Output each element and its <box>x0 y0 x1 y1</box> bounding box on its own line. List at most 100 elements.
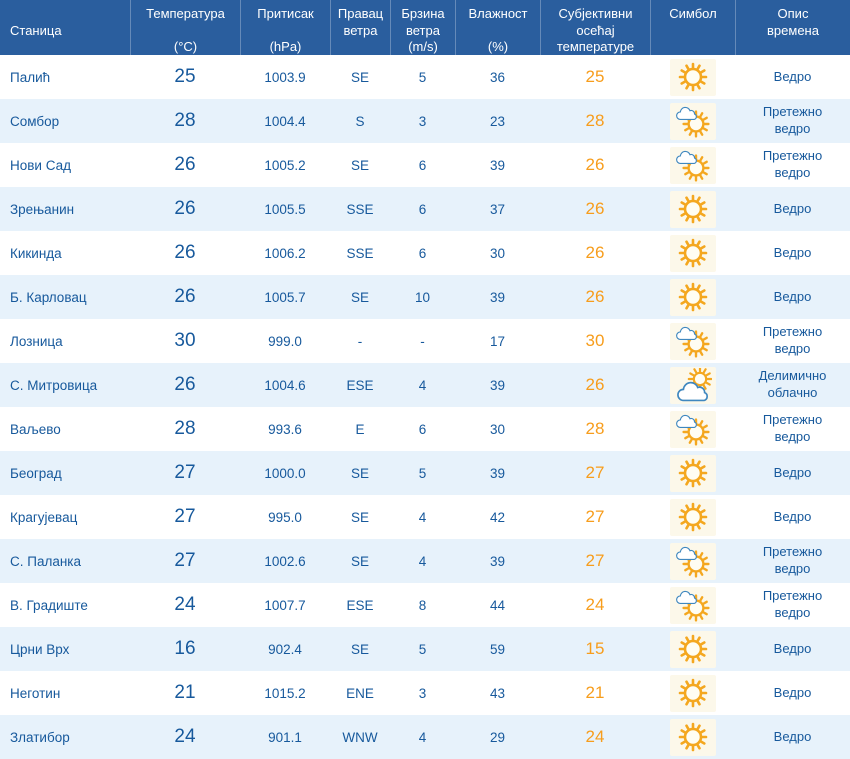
table-row: Лозница 30 999.0 - - 17 30 Претежно ведро <box>0 319 850 363</box>
header-label-line: времена <box>767 22 819 38</box>
header-label-line: (m/s) <box>408 39 438 55</box>
header-label-line: (%) <box>487 39 509 55</box>
weather-description: Ведро <box>773 640 812 656</box>
sun-small-cloud-icon <box>669 102 716 140</box>
station-name: Крагујевац <box>10 509 78 525</box>
wind-direction-value: E <box>355 421 365 437</box>
station-name: С. Паланка <box>10 553 82 569</box>
cloud-sun-icon <box>669 366 716 404</box>
weather-symbol-cell <box>650 102 735 140</box>
weather-symbol-cell <box>650 58 735 96</box>
wind-direction-value: SE <box>350 465 369 481</box>
temperature-value: 24 <box>174 594 196 615</box>
humidity-value: 39 <box>489 553 506 569</box>
station-name: Нови Сад <box>10 157 72 173</box>
wind-speed-value: 5 <box>418 641 427 657</box>
sun-icon <box>669 190 716 228</box>
sun-small-cloud-icon <box>669 586 716 624</box>
sun-icon <box>669 674 716 712</box>
weather-symbol-cell <box>650 410 735 448</box>
sun-icon <box>669 498 716 536</box>
wind-direction-value: S <box>355 113 365 129</box>
pressure-value: 1002.6 <box>264 553 306 569</box>
pressure-value: 1007.7 <box>264 597 306 613</box>
table-row: Златибор 24 901.1 WNW 4 29 24 Ведро <box>0 715 850 759</box>
pressure-value: 1005.7 <box>264 289 306 305</box>
table-row: С. Паланка 27 1002.6 SE 4 39 27 Претежно ведро <box>0 539 850 583</box>
temperature-value: 26 <box>174 242 196 263</box>
wind-speed-value: 5 <box>418 465 427 481</box>
pressure-value: 1004.6 <box>264 377 306 393</box>
wind-speed-value: 6 <box>418 201 427 217</box>
station-name: С. Митровица <box>10 377 98 393</box>
weather-description: Претежно ведро <box>762 544 823 576</box>
header-label-line: Опис <box>777 6 809 21</box>
humidity-value: 39 <box>489 465 506 481</box>
feels-like-value: 28 <box>585 111 605 130</box>
temperature-value: 26 <box>174 286 196 307</box>
table-row: Црни Врх 16 902.4 SE 5 59 15 Ведро <box>0 627 850 671</box>
pressure-value: 1015.2 <box>264 685 306 701</box>
wind-direction-value: - <box>357 333 363 349</box>
weather-description: Ведро <box>773 464 812 480</box>
feels-like-value: 26 <box>585 155 605 174</box>
wind-direction-value: ENE <box>346 685 374 701</box>
column-header-humidity: Влажност (%) <box>455 0 540 62</box>
station-name: В. Градиште <box>10 597 88 613</box>
table-row: Неготин 21 1015.2 ENE 3 43 21 Ведро <box>0 671 850 715</box>
table-row: С. Митровица 26 1004.6 ESE 4 39 26 Делимично об… <box>0 363 850 407</box>
station-name: Лозница <box>10 333 63 349</box>
header-label-line: осећај <box>576 22 615 38</box>
sun-icon <box>669 58 716 96</box>
column-header-wind-dir: Правац ветра <box>330 0 390 62</box>
pressure-value: 1006.2 <box>264 245 306 261</box>
wind-speed-value: 6 <box>418 421 427 437</box>
station-name: Црни Врх <box>10 641 70 657</box>
temperature-value: 30 <box>174 330 196 351</box>
header-label-line: (°C) <box>173 39 198 55</box>
humidity-value: 44 <box>489 597 506 613</box>
feels-like-value: 27 <box>585 551 605 570</box>
station-name: Б. Карловац <box>10 289 87 305</box>
temperature-value: 26 <box>174 374 196 395</box>
column-header-pressure: Притисак (hPa) <box>240 0 330 62</box>
station-name: Ваљево <box>10 421 61 437</box>
humidity-value: 30 <box>489 245 506 261</box>
feels-like-value: 30 <box>585 331 605 350</box>
humidity-value: 39 <box>489 289 506 305</box>
humidity-value: 36 <box>489 69 506 85</box>
temperature-value: 26 <box>174 198 196 219</box>
pressure-value: 1004.4 <box>264 113 306 129</box>
weather-symbol-cell <box>650 542 735 580</box>
wind-direction-value: SSE <box>346 201 374 217</box>
weather-description: Ведро <box>773 244 812 260</box>
wind-direction-value: WNW <box>342 729 378 745</box>
feels-like-value: 21 <box>585 683 605 702</box>
weather-symbol-cell <box>650 278 735 316</box>
header-label-line: Станица <box>10 22 62 38</box>
temperature-value: 16 <box>174 638 196 659</box>
station-name: Кикинда <box>10 245 62 261</box>
sun-icon <box>669 234 716 272</box>
feels-like-value: 15 <box>585 639 605 658</box>
humidity-value: 39 <box>489 377 506 393</box>
column-header-feels: Субјективни осећај температуре <box>540 0 650 62</box>
weather-description: Претежно ведро <box>762 324 823 356</box>
column-header-symbol: Симбол <box>650 0 735 62</box>
wind-direction-value: SE <box>350 289 369 305</box>
pressure-value: 902.4 <box>268 641 302 657</box>
wind-speed-value: 4 <box>418 729 427 745</box>
column-header-wind-speed: Брзина ветра (m/s) <box>390 0 455 62</box>
humidity-value: 59 <box>489 641 506 657</box>
weather-description: Ведро <box>773 508 812 524</box>
sun-icon <box>669 454 716 492</box>
weather-symbol-cell <box>650 190 735 228</box>
header-label-line: Притисак <box>257 6 314 21</box>
humidity-value: 39 <box>489 157 506 173</box>
weather-description: Ведро <box>773 68 812 84</box>
feels-like-value: 25 <box>585 67 605 86</box>
weather-description: Ведро <box>773 728 812 744</box>
sun-icon <box>669 278 716 316</box>
wind-speed-value: 10 <box>414 289 431 305</box>
